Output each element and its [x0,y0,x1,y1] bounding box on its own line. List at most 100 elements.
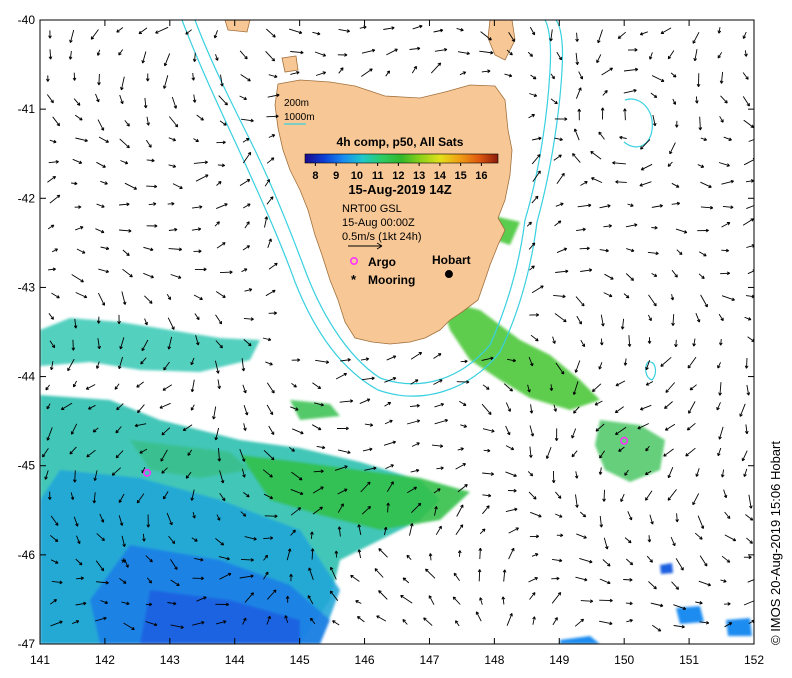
current-vector-arrow [146,224,158,228]
current-vector-arrow [529,26,536,36]
current-vector-arrow [219,493,226,502]
current-vector-arrow [50,620,63,627]
current-vector-arrow [743,555,752,560]
current-vector-arrow [579,511,587,518]
current-vector-arrow [51,248,58,253]
current-vector-arrow [244,536,257,541]
current-vector-arrow [532,170,541,182]
current-vector-arrow [527,384,531,393]
current-vector-arrow [594,400,603,406]
current-vector-arrow [477,569,482,582]
current-vector-arrow [482,472,495,476]
current-vector-arrow [69,446,77,455]
current-vector-arrow [670,536,676,547]
current-vector-arrow [146,577,153,584]
current-vector-arrow [162,75,169,89]
current-vector-arrow [46,427,53,441]
current-vector-arrow [624,537,632,544]
argo-float-marker[interactable] [143,468,152,477]
colorbar-tick-label: 11 [372,170,384,182]
current-vector-arrow [267,238,272,248]
current-vector-arrow [479,528,486,535]
current-vector-arrow [244,592,254,603]
current-vector-arrow [361,68,373,77]
current-vector-arrow [575,296,585,307]
current-vector-arrow [555,362,565,375]
current-vector-arrow [532,616,536,625]
current-vector-arrow [530,511,542,518]
current-vector-arrow [692,493,700,506]
y-tick-label: -42 [18,191,36,205]
current-vector-arrow [42,448,49,458]
axis-ticks: 141 142 143 144 145 146 147 148 149 150 151 152-40-… [18,13,765,667]
current-vector-arrow [743,468,748,478]
current-vector-arrow [699,555,708,567]
current-vector-arrow [528,356,534,367]
place-marker-hobart[interactable] [444,270,453,279]
current-vector-arrow [185,29,192,35]
current-vector-arrow [529,425,535,437]
current-vector-arrow [409,523,414,536]
current-vector-arrow [291,382,297,388]
current-vector-arrow [528,491,537,500]
current-vector-arrow [696,73,701,88]
current-vector-arrow [136,381,144,388]
current-vector-arrow [163,361,170,371]
current-vector-arrow [577,203,592,208]
current-vector-arrow [49,361,54,371]
current-vector-arrow [409,46,421,51]
current-vector-arrow [695,313,701,323]
current-vector-arrow [146,514,151,528]
current-vector-arrow [243,423,247,431]
current-vector-arrow [554,313,567,323]
current-vector-arrow [603,537,609,550]
current-vector-arrow [675,513,679,523]
current-vector-arrow [49,139,57,144]
current-vector-arrow [453,572,460,582]
x-tick-label: 146 [355,653,375,667]
current-vector-arrow [288,28,303,35]
current-vector-arrow [721,295,735,302]
current-vector-arrow [598,131,605,140]
current-vector-arrow [166,293,172,300]
current-vector-arrow [75,292,88,299]
current-vector-arrow [263,554,269,561]
current-vector-arrow [555,491,562,499]
current-vector-arrow [159,402,171,409]
current-vector-arrow [192,52,197,62]
current-vector-arrow [384,376,397,383]
legend: 200m 1000m 4h comp, p50, All Sats 8 9 10 11… [284,98,499,287]
current-vector-arrow [76,576,84,581]
current-vector-arrow [552,336,556,344]
current-vector-arrow [600,314,605,327]
current-vector-arrow [554,117,568,121]
current-vector-arrow [578,71,584,80]
current-vector-arrow [143,97,148,109]
current-vector-arrow [692,31,700,44]
current-vector-arrow [312,31,321,36]
current-vector-arrow [71,339,76,351]
y-tick-label: -40 [18,13,36,27]
current-vector-arrow [44,470,49,480]
current-vector-arrow [575,576,588,582]
current-vector-arrow [743,119,754,128]
current-vector-arrow [627,335,632,347]
current-vector-arrow [481,403,492,416]
current-vector-arrow [117,314,121,325]
current-vector-arrow [69,29,75,43]
current-vector-arrow [673,624,685,629]
mooring-marker[interactable]: * [121,556,126,570]
current-vector-arrow [386,502,390,513]
current-vector-arrow [194,313,200,321]
argo-float-marker[interactable] [620,436,629,445]
current-vector-arrow [575,87,582,99]
current-vector-arrow [310,531,314,539]
current-vector-arrow [123,622,135,631]
current-vector-arrow [532,136,542,141]
current-vector-arrow [556,51,562,61]
current-vector-arrow [217,163,226,168]
current-vector-arrow [119,229,132,233]
current-vector-arrow [724,622,733,628]
current-vector-arrow [502,569,507,582]
current-vector-arrow [168,164,177,168]
